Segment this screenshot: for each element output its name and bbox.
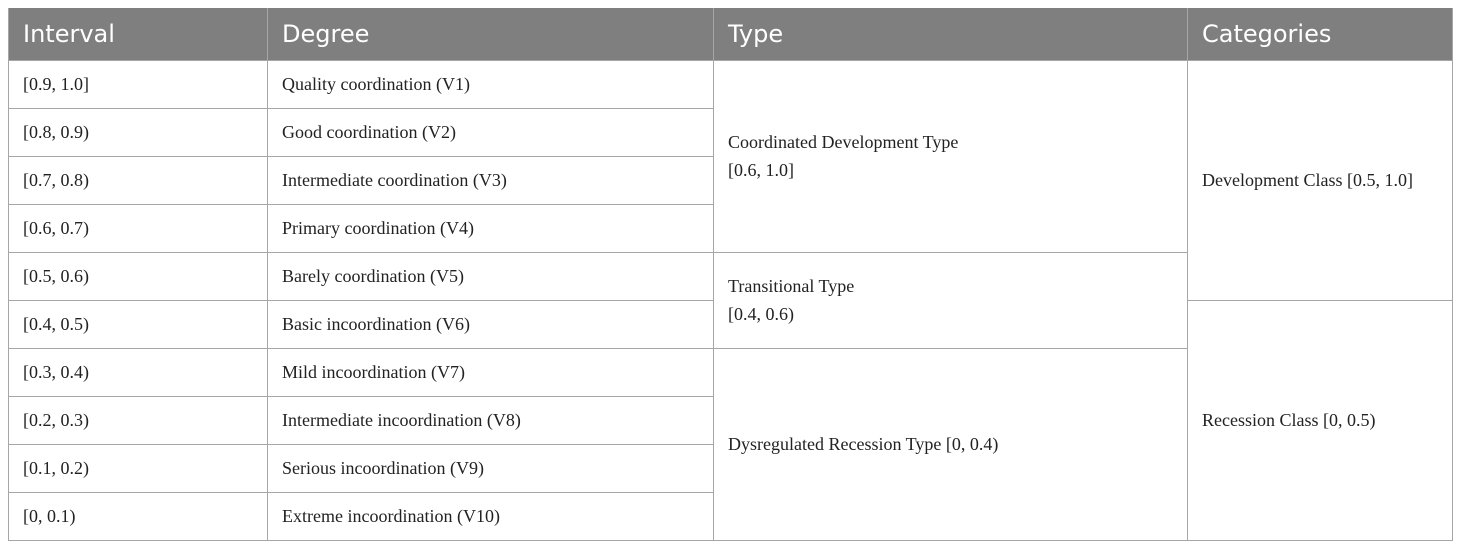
coordination-degree-table: Interval Degree Type Categories [0.9, 1.… [8, 8, 1453, 541]
table-row: [0.5, 0.6) Barely coordination (V5) Tran… [8, 251, 1453, 349]
degree-cell: Extreme incoordination (V10) [267, 491, 714, 541]
header-categories: Categories [1187, 8, 1453, 60]
table-row: [0.6, 0.7) Primary coordination (V4) [8, 203, 1453, 253]
table-row: [0.4, 0.5) Basic incoordination (V6) Rec… [8, 299, 1453, 541]
category-cell-recession: Recession Class [0, 0.5) [1187, 299, 1453, 541]
category-cell-development: Development Class [0.5, 1.0] [1187, 59, 1453, 301]
degree-cell: Good coordination (V2) [267, 107, 714, 157]
type-cell-coordinated-development: Coordinated Development Type [0.6, 1.0] [713, 59, 1188, 253]
table-row: [0.9, 1.0] Quality coordination (V1) Coo… [8, 59, 1453, 301]
type-name: Transitional Type [728, 276, 855, 296]
interval-cell: [0.1, 0.2) [8, 443, 268, 493]
table-row: [0, 0.1) Extreme incoordination (V10) [8, 491, 1453, 541]
interval-cell: [0.7, 0.8) [8, 155, 268, 205]
table-row: [0.7, 0.8) Intermediate coordination (V3… [8, 155, 1453, 205]
degree-cell: Quality coordination (V1) [267, 59, 714, 109]
interval-cell: [0, 0.1) [8, 491, 268, 541]
interval-cell: [0.8, 0.9) [8, 107, 268, 157]
type-cell-transitional: Transitional Type [0.4, 0.6) [713, 251, 1188, 349]
interval-cell: [0.6, 0.7) [8, 203, 268, 253]
degree-cell: Basic incoordination (V6) [267, 299, 714, 349]
table-row: [0.1, 0.2) Serious incoordination (V9) [8, 443, 1453, 493]
interval-cell: [0.9, 1.0] [8, 59, 268, 109]
header-interval: Interval [8, 8, 268, 60]
interval-cell: [0.5, 0.6) [8, 251, 268, 301]
degree-cell: Mild incoordination (V7) [267, 347, 714, 397]
type-name: Coordinated Development Type [728, 132, 959, 152]
interval-cell: [0.3, 0.4) [8, 347, 268, 397]
table-body: [0.9, 1.0] Quality coordination (V1) Coo… [8, 59, 1453, 541]
type-range: [0.6, 1.0] [728, 160, 794, 180]
table-row: [0.8, 0.9) Good coordination (V2) [8, 107, 1453, 157]
interval-cell: [0.4, 0.5) [8, 299, 268, 349]
degree-cell: Primary coordination (V4) [267, 203, 714, 253]
degree-cell: Barely coordination (V5) [267, 251, 714, 301]
degree-cell: Intermediate incoordination (V8) [267, 395, 714, 445]
header-type: Type [713, 8, 1188, 60]
type-cell-dysregulated-recession: Dysregulated Recession Type [0, 0.4) [713, 347, 1188, 541]
degree-cell: Serious incoordination (V9) [267, 443, 714, 493]
table-row: [0.2, 0.3) Intermediate incoordination (… [8, 395, 1453, 445]
header-row: Interval Degree Type Categories [8, 8, 1453, 60]
interval-cell: [0.2, 0.3) [8, 395, 268, 445]
header-degree: Degree [267, 8, 714, 60]
table-header: Interval Degree Type Categories [8, 8, 1453, 60]
type-range: [0.4, 0.6) [728, 304, 794, 324]
degree-cell: Intermediate coordination (V3) [267, 155, 714, 205]
